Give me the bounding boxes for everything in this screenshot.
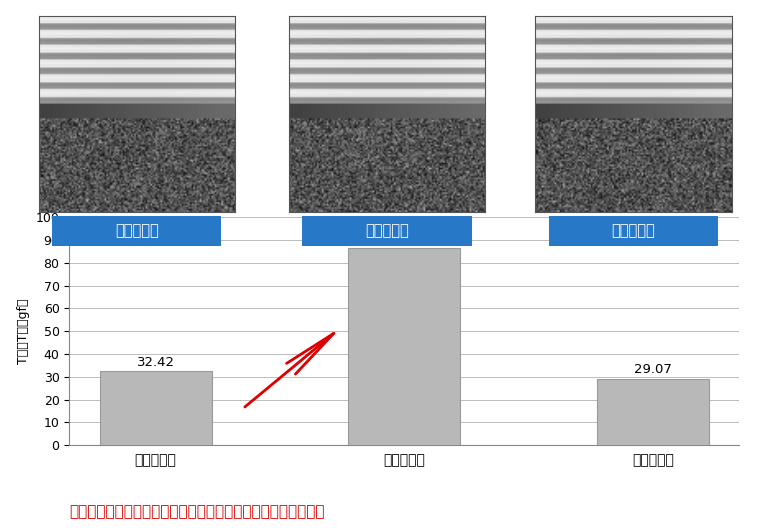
Bar <box>100 372 212 445</box>
Text: 29.07: 29.07 <box>634 363 671 376</box>
Text: 鏡面仕上げ: 鏡面仕上げ <box>365 224 409 238</box>
Text: 梨地仕上げ: 梨地仕上げ <box>611 224 655 238</box>
Text: フラットヤーンでは、鏡面仕上げの糸道が最も摩擦抗抗が高い: フラットヤーンでは、鏡面仕上げの糸道が最も摩擦抗抗が高い <box>69 505 325 519</box>
Bar <box>597 379 708 445</box>
Text: 32.42: 32.42 <box>137 356 175 368</box>
Text: 標準仕上げ: 標準仕上げ <box>115 224 159 238</box>
Text: 86.34: 86.34 <box>385 233 424 246</box>
Bar <box>348 249 460 445</box>
Y-axis label: T２－T１（gf）: T２－T１（gf） <box>17 298 30 364</box>
